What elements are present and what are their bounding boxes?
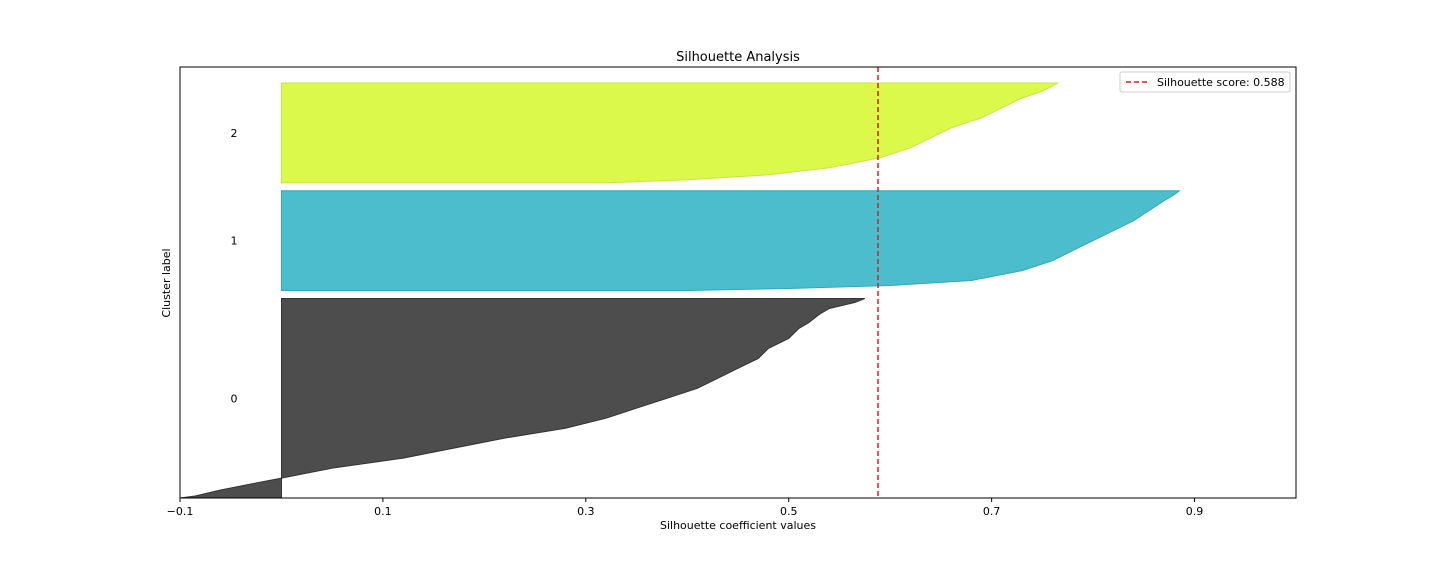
x-tick-label: 0.5 — [780, 505, 798, 518]
x-tick-label: 0.1 — [374, 505, 392, 518]
plot-layer: 0 1 2 — [179, 67, 1181, 499]
axes-frame — [179, 66, 1297, 499]
legend-box — [1119, 71, 1291, 93]
legend-label: Silhouette score: 0.588 — [1157, 76, 1285, 89]
cluster-2-area — [281, 82, 1060, 184]
cluster-0-area — [179, 298, 865, 499]
x-tick-label: 0.9 — [1186, 505, 1204, 518]
y-axis-label: Cluster label — [160, 248, 173, 317]
legend: Silhouette score: 0.588 — [1119, 71, 1291, 93]
cluster-1-area — [281, 190, 1181, 291]
ticks-layer: −0.1 0.1 0.3 0.5 0.7 0.9 — [167, 498, 1204, 518]
x-axis-label: Silhouette coefficient values — [660, 519, 816, 532]
x-tick-label: −0.1 — [167, 505, 194, 518]
cluster-label-2: 2 — [231, 127, 238, 140]
cluster-label-1: 1 — [231, 235, 238, 248]
cluster-label-0: 0 — [231, 392, 238, 405]
chart-title: Silhouette Analysis — [676, 50, 800, 65]
x-tick-label: 0.7 — [983, 505, 1001, 518]
x-tick-label: 0.3 — [577, 505, 595, 518]
